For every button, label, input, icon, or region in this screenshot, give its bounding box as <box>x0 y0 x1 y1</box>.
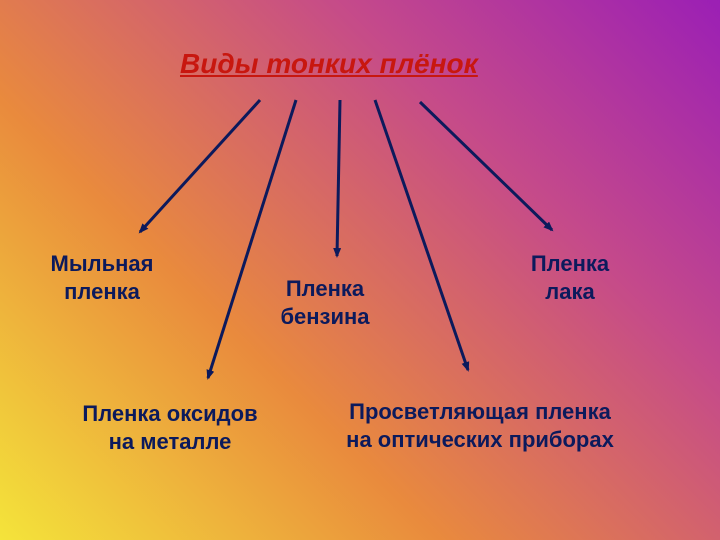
diagram-title: Виды тонких плёнок <box>180 48 478 80</box>
node-soap: Мыльнаяпленка <box>51 250 154 305</box>
content-layer: Виды тонких плёнок Мыльнаяпленка Пленка о… <box>0 0 720 540</box>
node-oxide: Пленка оксидовна металле <box>82 400 257 455</box>
node-gasoline: Пленкабензина <box>280 275 369 330</box>
node-antireflect: Просветляющая пленкана оптических прибор… <box>346 398 614 453</box>
node-lacquer: Пленкалака <box>531 250 609 305</box>
